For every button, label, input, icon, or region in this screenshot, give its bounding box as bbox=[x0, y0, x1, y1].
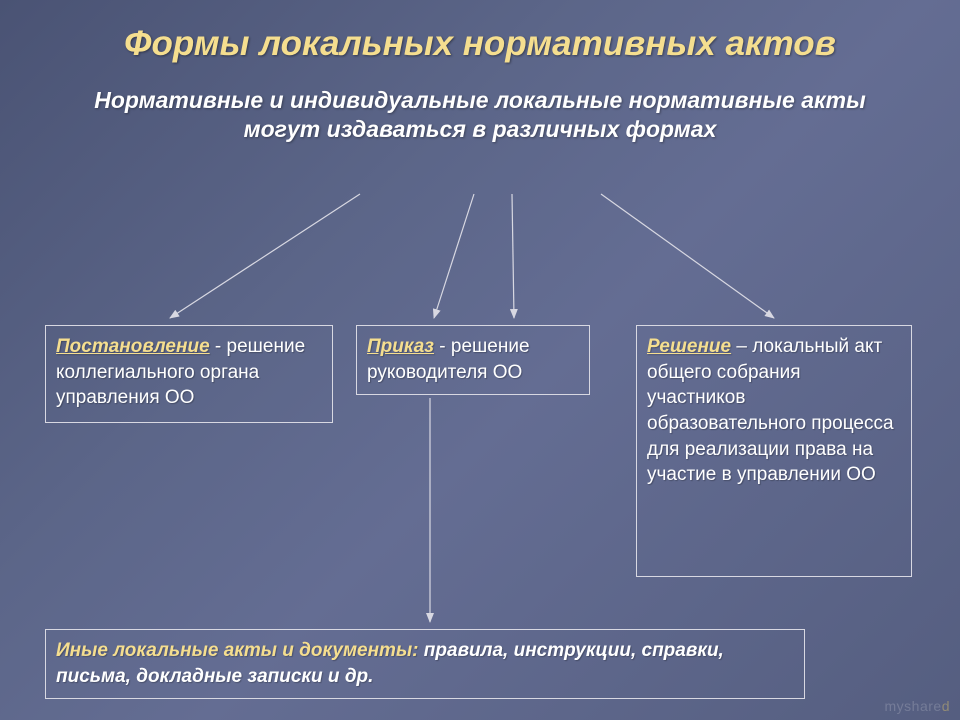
text-reshenie: – локальный акт общего собрания участник… bbox=[647, 336, 894, 485]
watermark: myshared bbox=[885, 698, 950, 714]
box-other-acts: Иные локальные акты и документы: правила… bbox=[45, 629, 805, 699]
box-postanovlenie: Постановление - решение коллегиального о… bbox=[45, 325, 333, 423]
box-reshenie: Решение – локальный акт общего собрания … bbox=[636, 325, 912, 577]
term-other: Иные локальные акты и документы: bbox=[56, 640, 419, 661]
slide-title: Формы локальных нормативных актов bbox=[0, 0, 960, 64]
term-reshenie: Решение bbox=[647, 336, 731, 357]
term-postanovlenie: Постановление bbox=[56, 336, 210, 357]
slide-subtitle: Нормативные и индивидуальные локальные н… bbox=[0, 64, 960, 144]
box-prikaz: Приказ - решение руководителя ОО bbox=[356, 325, 590, 395]
term-prikaz: Приказ bbox=[367, 336, 434, 357]
